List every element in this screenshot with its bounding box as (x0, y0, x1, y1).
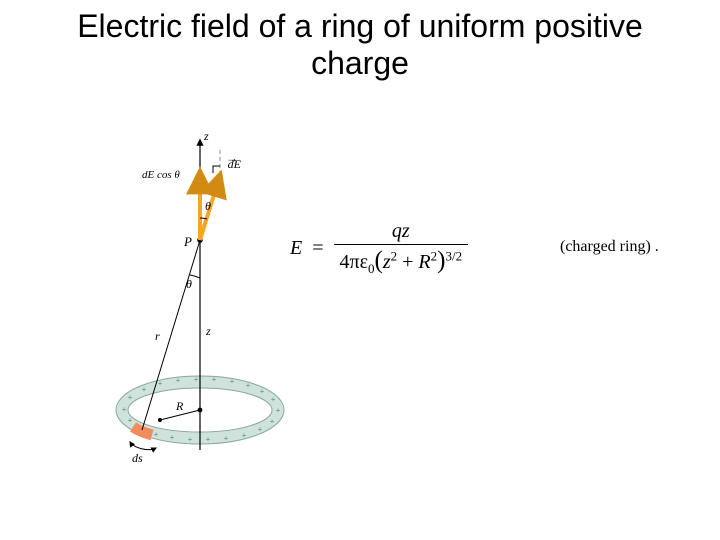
svg-text:+: + (270, 417, 275, 426)
svg-text:+: + (154, 430, 159, 439)
label-theta-top: θ (205, 199, 211, 213)
label-z-length: z (205, 324, 211, 338)
eq-annotation: (charged ring) . (560, 238, 659, 256)
eq-lhs: E (290, 237, 302, 260)
svg-text:+: + (194, 375, 199, 384)
right-angle-marker (213, 166, 220, 173)
eq-equals: = (312, 237, 323, 260)
field-equation: E = qz 4πε0(z2 + R2)3/2 (290, 220, 468, 276)
label-dE-cos: dE cos θ (142, 169, 180, 181)
page-title: Electric field of a ring of uniform posi… (30, 8, 690, 82)
eq-denominator: 4πε0(z2 + R2)3/2 (334, 245, 469, 276)
svg-text:+: + (276, 406, 281, 415)
svg-text:+: + (188, 435, 193, 444)
svg-text:+: + (206, 435, 211, 444)
radius-R-endpoint (158, 418, 162, 422)
svg-text:+: + (142, 385, 147, 394)
eq-fraction: qz 4πε0(z2 + R2)3/2 (334, 220, 469, 276)
label-theta-bottom: θ (186, 277, 192, 291)
svg-text:+: + (224, 434, 229, 443)
label-r: r (155, 329, 160, 343)
svg-text:+: + (212, 375, 217, 384)
label-ds: ds (132, 451, 143, 465)
svg-text:+: + (246, 381, 251, 390)
label-P: P (183, 234, 192, 249)
label-R: R (175, 399, 184, 413)
svg-text:+: + (176, 376, 181, 385)
svg-text:+: + (258, 425, 263, 434)
svg-text:+: + (128, 393, 133, 402)
svg-text:+: + (271, 395, 276, 404)
eq-numerator: qz (334, 220, 469, 245)
svg-text:+: + (242, 431, 247, 440)
ring-field-figure: + + + + + + + + + + + + + + + + + + + + … (100, 110, 300, 480)
svg-text:+: + (128, 416, 133, 425)
r-line (142, 240, 200, 430)
svg-text:+: + (122, 405, 127, 414)
svg-text:+: + (230, 377, 235, 386)
svg-text:+: + (260, 387, 265, 396)
label-dE: dE → (226, 151, 244, 171)
label-z-axis: z (203, 129, 209, 143)
svg-text:+: + (158, 379, 163, 388)
svg-text:+: + (170, 433, 175, 442)
